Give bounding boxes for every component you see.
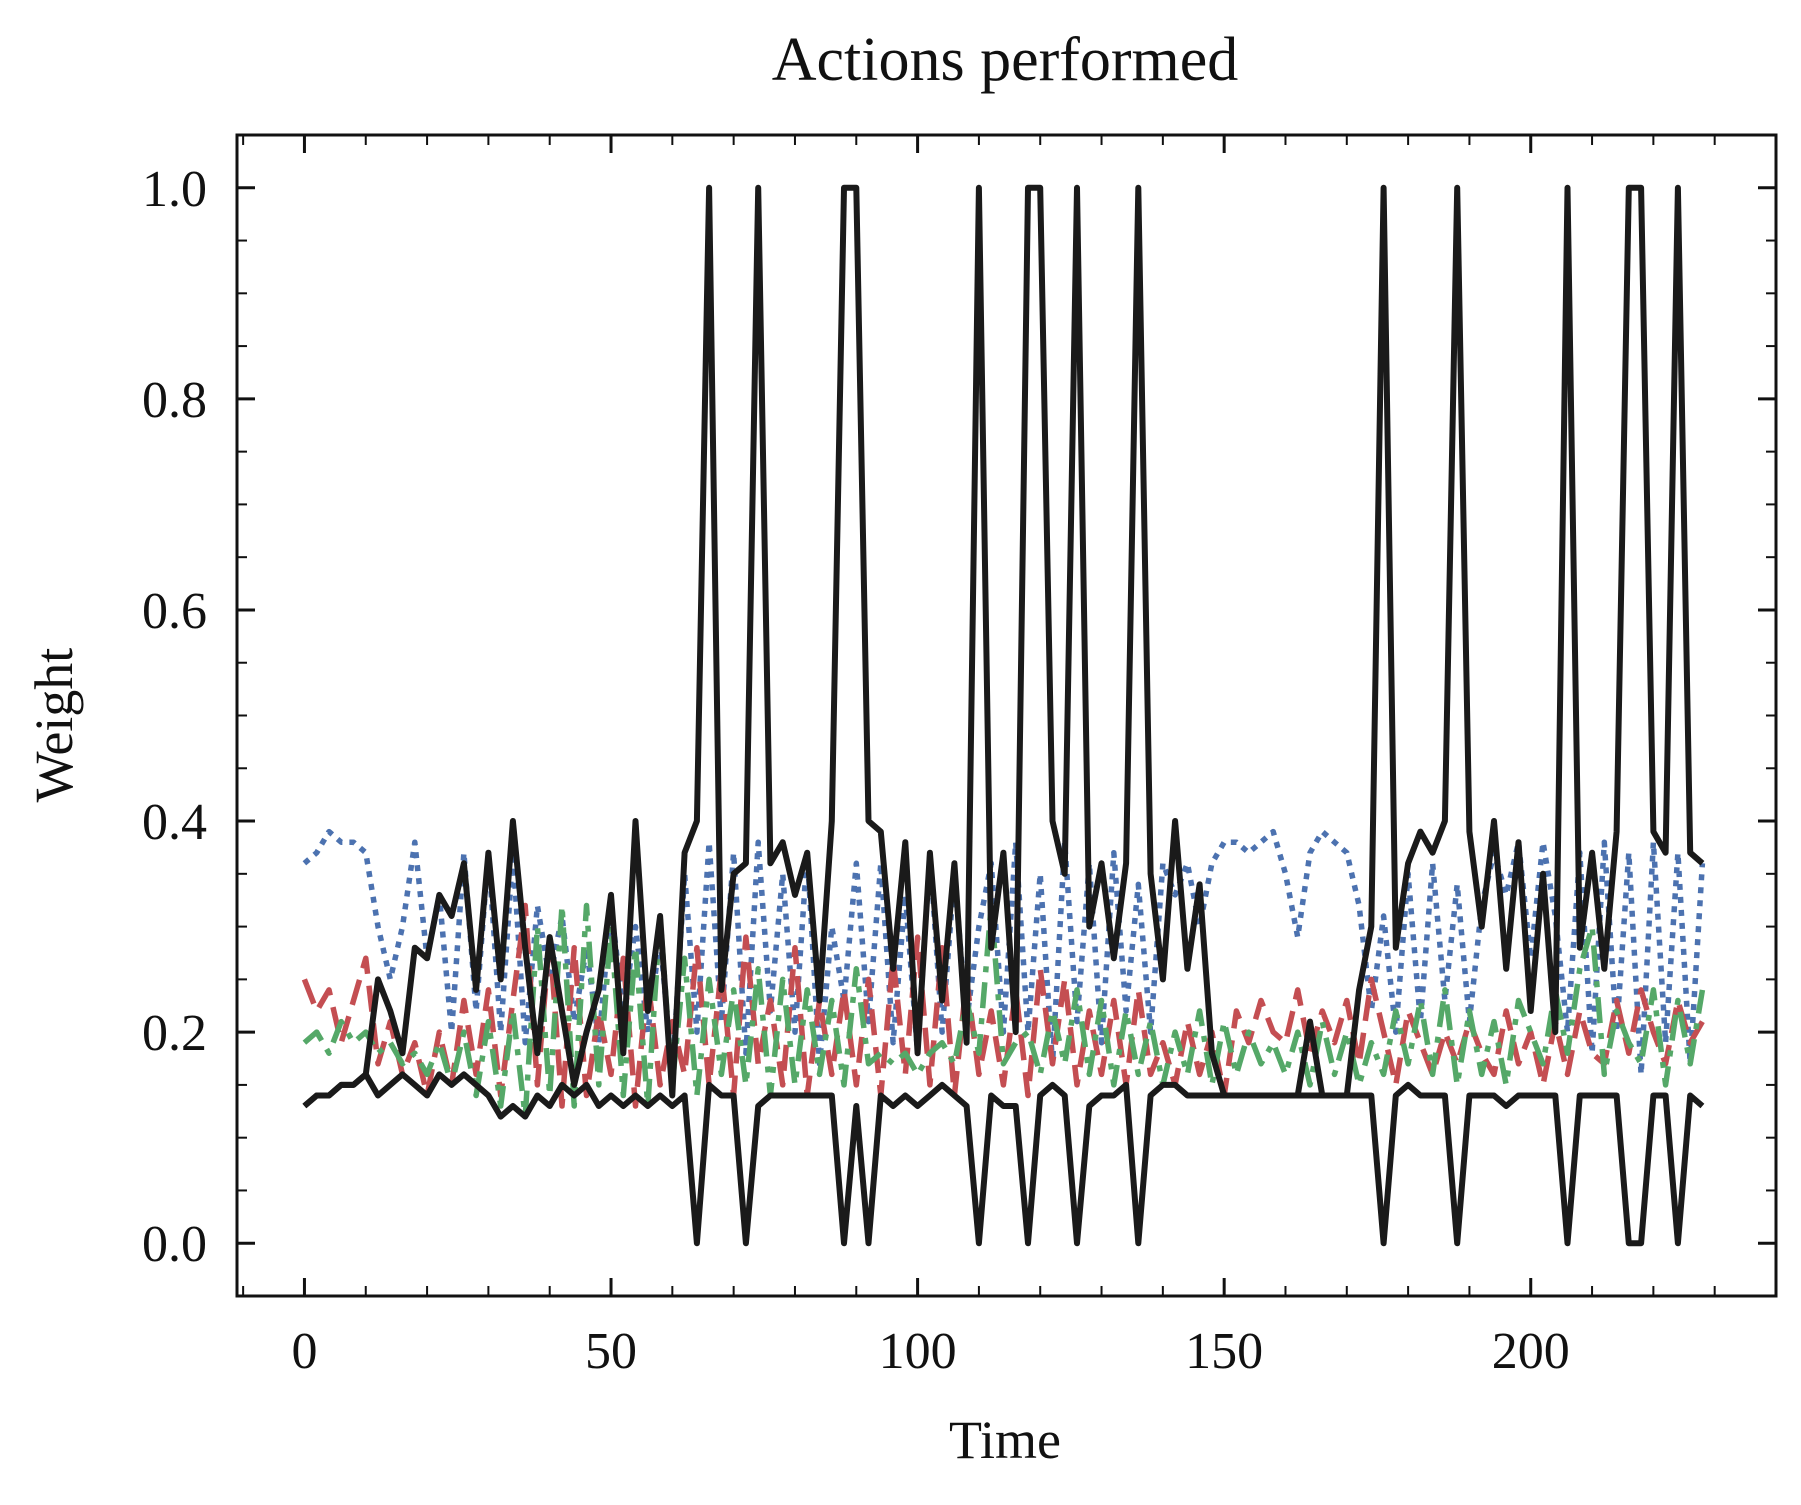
y-tick-label: 0.4 bbox=[142, 794, 207, 851]
series-line-5 bbox=[302, 184, 1705, 1109]
y-tick-label: 0.0 bbox=[142, 1216, 207, 1273]
axis-ticks: 0 50 100 150 200 0.0 0.2 0.4 0.6 0.8 1.0 bbox=[142, 135, 1776, 1380]
plot-frame bbox=[235, 133, 1778, 1298]
plot-area bbox=[301, 184, 1706, 1247]
y-tick-label: 0.8 bbox=[142, 372, 207, 429]
series-line-2 bbox=[301, 902, 1705, 1109]
x-tick-label: 100 bbox=[879, 1323, 957, 1380]
x-tick-label: 0 bbox=[291, 1323, 317, 1380]
x-tick-label: 200 bbox=[1492, 1323, 1570, 1380]
x-axis-label: Time bbox=[949, 1410, 1061, 1470]
y-tick-label: 0.6 bbox=[142, 583, 207, 640]
x-tick-label: 50 bbox=[585, 1323, 637, 1380]
y-tick-label: 0.2 bbox=[142, 1005, 207, 1062]
series-line-3 bbox=[302, 902, 1706, 1120]
y-tick-label: 1.0 bbox=[142, 161, 207, 218]
series-line-4 bbox=[302, 1071, 1705, 1247]
y-axis-label: Weight bbox=[24, 648, 84, 803]
x-tick-label: 150 bbox=[1185, 1323, 1263, 1380]
chart-title: Actions performed bbox=[772, 26, 1239, 94]
